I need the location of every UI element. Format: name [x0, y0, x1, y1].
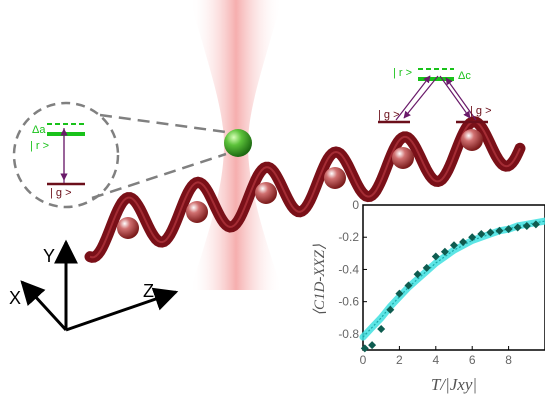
- atom-ground: [324, 167, 346, 189]
- chart-y-label: ⟨C1D-XXZ⟩: [312, 244, 328, 316]
- y-tick-label: 0: [352, 198, 359, 212]
- data-point: [368, 341, 377, 350]
- zoom-line: [99, 113, 227, 134]
- data-point: [495, 226, 504, 235]
- x-tick-label: 6: [469, 353, 476, 367]
- atom-ground: [461, 129, 483, 151]
- data-point: [395, 289, 404, 298]
- chart-plot-area: [362, 204, 545, 351]
- atom-ground: [392, 147, 414, 169]
- data-point: [459, 238, 468, 247]
- y-axis-label: Y: [43, 246, 55, 266]
- y-tick-label: -0.6: [338, 295, 359, 309]
- data-point: [360, 344, 369, 353]
- ground-label: | g >: [470, 105, 492, 117]
- x-axis-arrow: [20, 280, 68, 332]
- delta-a-label: Δa: [32, 124, 46, 136]
- delta-c-label: Δc: [458, 70, 471, 82]
- data-point: [377, 325, 386, 334]
- data-point: [450, 241, 458, 250]
- z-axis-label: Z: [143, 281, 154, 301]
- ground-label: | g >: [378, 109, 400, 121]
- data-point: [486, 228, 495, 237]
- transition-arrow: [395, 75, 431, 121]
- zoom-inset: [12, 101, 120, 209]
- data-point: [531, 220, 540, 229]
- y-tick-label: -0.4: [338, 262, 359, 276]
- data-point: [413, 270, 422, 279]
- data-point: [522, 221, 531, 230]
- atom-ground: [186, 201, 208, 223]
- data-point: [468, 233, 477, 242]
- correlation-chart: 0 2 4 6 8 0 -0.2 -0.4 -0.6 -0.8 ⟨C1D-XXZ⟩ T/|Jxy|: [312, 198, 545, 394]
- lattice-highlight: [89, 120, 521, 259]
- z-axis-arrow: [65, 287, 179, 332]
- rydberg-label: | r >: [30, 140, 49, 152]
- data-point: [404, 281, 413, 290]
- x-tick-label: 2: [396, 353, 403, 367]
- data-point: [386, 305, 395, 314]
- transition-arrow: [403, 75, 439, 119]
- y-tick-label: -0.8: [338, 327, 359, 341]
- data-point: [477, 230, 486, 238]
- atom-rydberg: [224, 129, 252, 157]
- zoom-line: [91, 152, 227, 200]
- x-tick-label: 0: [360, 353, 367, 367]
- fit-line: [362, 220, 545, 338]
- atom-ground: [117, 217, 139, 239]
- data-point: [504, 225, 513, 234]
- x-tick-label: 8: [505, 353, 512, 367]
- transition-arrow: [439, 75, 471, 119]
- chart-x-label: T/|Jxy|: [431, 375, 477, 394]
- data-point: [513, 223, 522, 232]
- ground-label: | g >: [50, 187, 72, 199]
- rydberg-label: | r >: [393, 67, 412, 79]
- data-point: [440, 247, 449, 256]
- atom-ground: [255, 182, 277, 204]
- x-tick-label: 4: [432, 353, 439, 367]
- x-axis-label: X: [9, 288, 21, 308]
- data-point: [431, 252, 440, 261]
- data-point: [422, 263, 431, 272]
- transition-arrow: [445, 77, 477, 121]
- y-tick-label: -0.2: [338, 230, 359, 244]
